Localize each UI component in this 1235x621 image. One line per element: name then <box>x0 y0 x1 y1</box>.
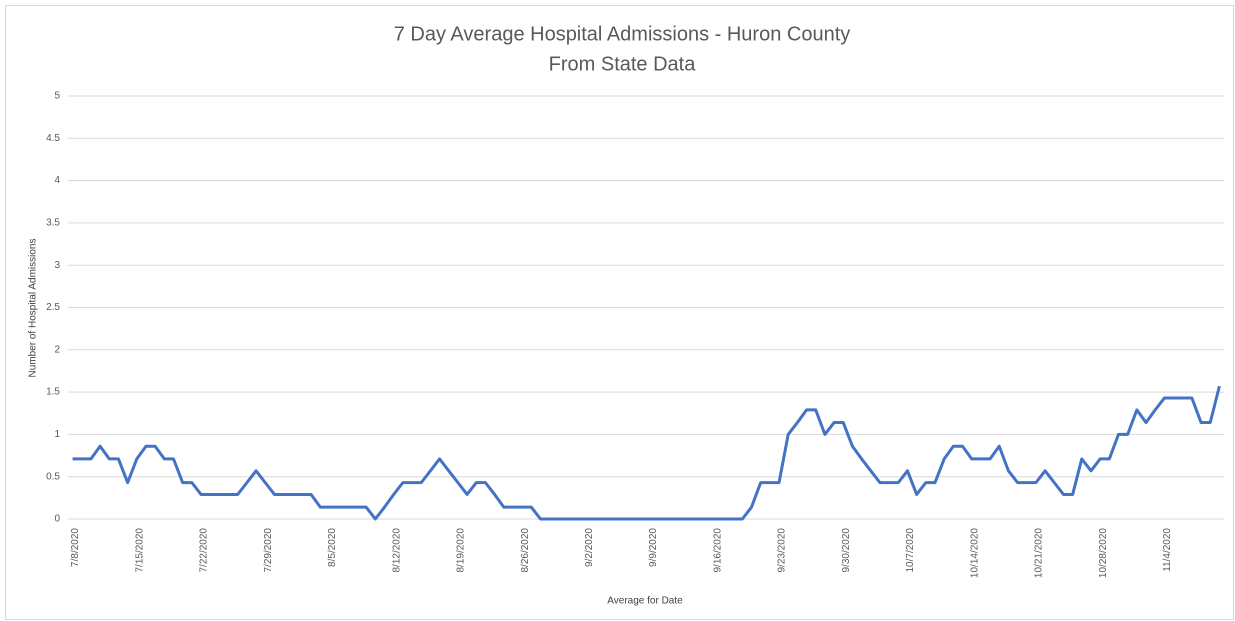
x-tick-label: 10/21/2020 <box>1034 528 1045 578</box>
x-tick-label: 7/22/2020 <box>199 528 210 573</box>
y-tick-label: 1 <box>54 429 60 440</box>
x-tick-label: 10/28/2020 <box>1098 528 1109 578</box>
x-tick-label: 10/14/2020 <box>969 528 980 578</box>
y-tick-label: 2 <box>54 344 60 355</box>
x-tick-label: 9/23/2020 <box>777 528 788 573</box>
x-tick-label: 9/30/2020 <box>841 528 852 573</box>
y-tick-label: 5 <box>54 91 60 102</box>
x-tick-label: 7/8/2020 <box>70 528 81 567</box>
y-tick-label: 0 <box>54 514 60 525</box>
x-tick-label: 9/16/2020 <box>712 528 723 573</box>
y-tick-label: 1.5 <box>46 387 60 398</box>
x-tick-label: 9/2/2020 <box>584 528 595 567</box>
y-tick-label: 0.5 <box>46 471 60 482</box>
x-tick-label: 8/12/2020 <box>391 528 402 573</box>
y-tick-label: 4 <box>54 175 60 186</box>
chart-title: 7 Day Average Hospital Admissions - Huro… <box>394 23 851 45</box>
chart-subtitle: From State Data <box>549 53 697 75</box>
y-tick-label: 4.5 <box>46 133 60 144</box>
y-axis-title: Number of Hospital Admissions <box>28 239 39 378</box>
x-tick-label: 8/5/2020 <box>327 528 338 567</box>
x-tick-label: 7/29/2020 <box>263 528 274 573</box>
x-tick-label: 7/15/2020 <box>134 528 145 573</box>
y-tick-label: 3 <box>54 260 60 271</box>
x-tick-label: 8/19/2020 <box>456 528 467 573</box>
x-tick-label: 10/7/2020 <box>905 528 916 573</box>
chart-frame <box>5 5 1234 620</box>
y-tick-label: 2.5 <box>46 302 60 313</box>
x-axis-title: Average for Date <box>607 596 683 607</box>
y-tick-label: 3.5 <box>46 218 60 229</box>
data-line <box>72 385 1221 521</box>
x-tick-label: 11/4/2020 <box>1162 528 1173 572</box>
x-tick-label: 9/9/2020 <box>648 528 659 567</box>
x-tick-label: 8/26/2020 <box>520 528 531 573</box>
